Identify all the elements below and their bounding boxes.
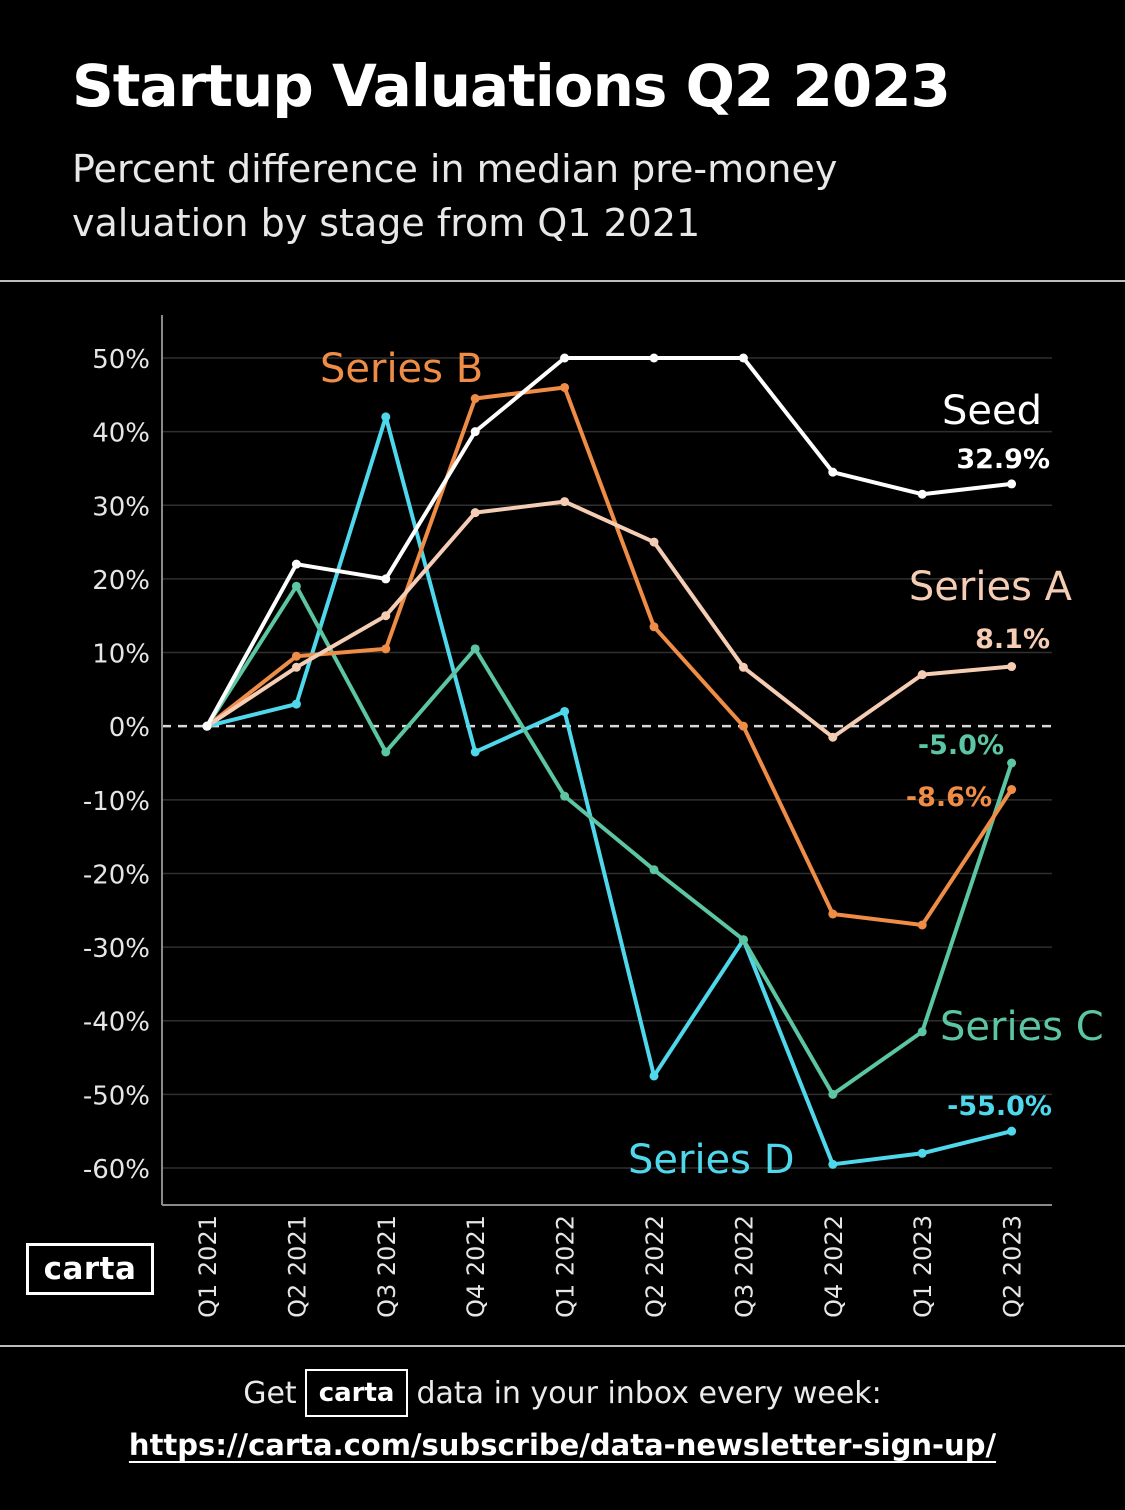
data-point [828,467,838,477]
y-tick-label: 20% [92,566,150,596]
y-tick-label: 40% [92,419,150,449]
y-tick-label: -20% [83,860,150,890]
series-label-series-c: Series C [940,1004,1104,1050]
x-tick-label: Q3 2021 [373,1215,401,1318]
y-tick-label: -60% [83,1155,150,1185]
data-point [470,394,480,403]
data-point [1007,785,1017,795]
end-value-label-series-b: -8.6% [906,782,992,813]
chart-title: Startup Valuations Q2 2023 [72,52,951,120]
data-point [381,644,391,654]
data-point [381,747,391,757]
data-point [470,508,480,518]
footer-divider [0,1345,1125,1347]
carta-logo: carta [26,1243,154,1295]
data-point [828,1159,838,1169]
data-point [1007,662,1017,672]
carta-logo-text: carta [43,1251,137,1287]
x-tick-label: Q3 2022 [730,1215,758,1318]
series-label-series-a: Series A [909,564,1073,610]
x-tick-label: Q1 2023 [909,1215,937,1318]
y-tick-label: 0% [109,713,150,743]
series-line-seed [205,356,1014,729]
x-tick-label: Q1 2021 [194,1215,222,1318]
data-point [917,670,927,680]
data-point [1007,479,1017,489]
y-tick-label: -10% [83,787,150,817]
series-label-series-d: Series D [628,1137,795,1183]
x-tick-label: Q4 2021 [462,1215,490,1318]
data-point [560,382,570,392]
data-point [202,721,212,731]
y-tick-label: 50% [92,345,150,375]
chart-subtitle: Percent difference in median pre-money v… [72,147,838,245]
data-point [291,699,301,709]
data-point [470,747,480,757]
y-tick-label: -40% [83,1008,150,1038]
data-point [649,353,659,363]
y-tick-label: -50% [83,1081,150,1111]
footer-prefix: Get [243,1375,297,1411]
series-line-series-b [205,385,1014,927]
end-value-label-series-a: 8.1% [975,624,1050,655]
newsletter-link[interactable]: https://carta.com/subscribe/data-newslet… [128,1428,997,1462]
header-divider [0,280,1125,282]
data-point [738,721,748,731]
line-chart: 50% 40% 30% 20% 10% 0% -10% -20% -30% -40% -50% -60… [83,315,1104,1318]
data-point [560,497,570,507]
data-point [560,353,570,363]
x-tick-label: Q4 2022 [820,1215,848,1318]
data-point [291,662,301,672]
data-point [738,935,748,945]
footer-suffix: data in your inbox every week: [416,1375,882,1411]
data-point [381,412,391,422]
data-point [291,581,301,591]
y-tick-label: -30% [83,934,150,964]
data-point [649,1071,659,1081]
x-tick-label: Q2 2022 [641,1215,669,1318]
data-point [470,427,480,437]
series-line-series-d [205,414,1014,1167]
data-point [381,611,391,621]
data-point [649,622,659,632]
data-point [738,662,748,672]
series-line-series-c [205,584,1014,1097]
data-point [828,1089,838,1099]
data-point [470,644,480,654]
data-point [381,574,391,584]
series-label-series-b: Series B [320,346,483,392]
data-point [738,353,748,363]
data-point [560,706,570,716]
data-point [917,920,927,930]
end-value-label-seed: 32.9% [956,444,1050,475]
data-point [649,865,659,875]
x-tick-label: Q2 2023 [999,1215,1027,1318]
data-point [828,909,838,919]
end-value-label-series-c: -5.0% [918,730,1004,761]
footer-carta-logo: carta [304,1369,409,1417]
series-line-series-a [205,499,1014,740]
data-point [828,732,838,742]
x-tick-label: Q2 2021 [283,1215,311,1318]
y-tick-label: 30% [92,492,150,522]
data-point [291,651,301,661]
data-point [1007,1126,1017,1136]
data-point [917,489,927,499]
data-point [649,537,659,547]
data-point [1007,758,1017,768]
data-point [291,559,301,569]
data-point [560,791,570,801]
end-value-label-series-d: -55.0% [947,1091,1052,1122]
data-point [917,1148,927,1158]
series-label-seed: Seed [942,388,1042,434]
x-tick-label: Q1 2022 [552,1215,580,1318]
data-point [917,1027,927,1037]
footer-cta: Get carta data in your inbox every week: [0,1368,1125,1418]
y-tick-label: 10% [92,640,150,670]
